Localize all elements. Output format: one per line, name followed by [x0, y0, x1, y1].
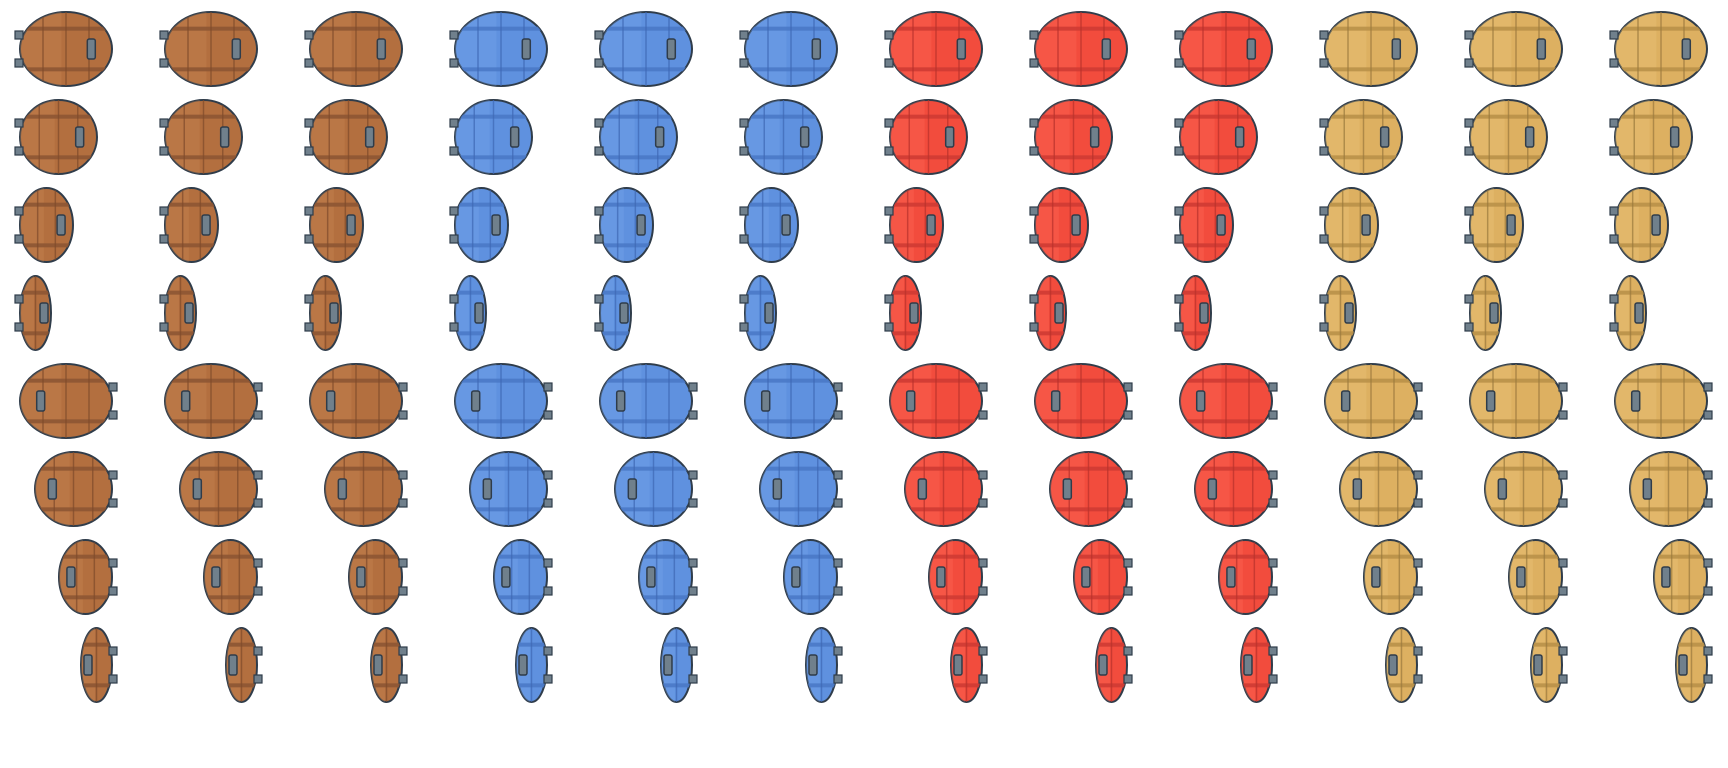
barrel-sprite: [449, 275, 487, 351]
barrel-sprite: [783, 539, 843, 615]
barrel-sprite: [1319, 11, 1418, 87]
barrel-sprite: [19, 363, 118, 439]
barrel-sprite: [203, 539, 263, 615]
barrel-sprite: [594, 275, 632, 351]
barrel-sprite: [14, 275, 52, 351]
barrel-sprite: [1675, 627, 1713, 703]
barrel-sprite: [1095, 627, 1133, 703]
barrel-sprite: [1179, 363, 1278, 439]
barrel-sprite: [1484, 451, 1568, 527]
barrel-sprite: [1319, 99, 1403, 175]
barrel-sprite: [1609, 187, 1669, 263]
barrel-sprite: [14, 11, 113, 87]
barrel-sprite: [454, 363, 553, 439]
barrel-sprite: [493, 539, 553, 615]
barrel-sprite: [1609, 99, 1693, 175]
barrel-sprite: [449, 99, 533, 175]
barrel-sprite: [950, 627, 988, 703]
barrel-sprite: [744, 363, 843, 439]
barrel-sprite: [739, 187, 799, 263]
barrel-sprite: [1049, 451, 1133, 527]
barrel-sprite: [309, 363, 408, 439]
barrel-sprite: [928, 539, 988, 615]
barrel-sprite: [225, 627, 263, 703]
barrel-sprite: [159, 275, 197, 351]
barrel-sprite: [370, 627, 408, 703]
barrel-sprite: [179, 451, 263, 527]
barrel-sprite: [614, 451, 698, 527]
barrel-sprite: [759, 451, 843, 527]
barrel-sprite: [1218, 539, 1278, 615]
barrel-sprite: [904, 451, 988, 527]
barrel-sprite: [884, 187, 944, 263]
barrel-sprite: [1629, 451, 1713, 527]
barrel-sprite: [889, 363, 988, 439]
barrel-sprite: [739, 275, 777, 351]
barrel-sprite: [638, 539, 698, 615]
barrel-sprite: [304, 187, 364, 263]
barrel-sprite: [1174, 187, 1234, 263]
barrel-sprite: [660, 627, 698, 703]
barrel-sprite: [1029, 99, 1113, 175]
barrel-sprite: [34, 451, 118, 527]
barrel-sprite: [739, 99, 823, 175]
barrel-sprite: [1073, 539, 1133, 615]
barrel-sprite: [1464, 275, 1502, 351]
barrel-sprite: [1614, 363, 1713, 439]
barrel-sprite: [1385, 627, 1423, 703]
barrel-sprite: [449, 11, 548, 87]
barrel-sprite: [884, 11, 983, 87]
barrel-sprite: [594, 11, 693, 87]
barrel-sprite: [1319, 187, 1379, 263]
barrel-sprite: [1240, 627, 1278, 703]
barrel-sprite: [1174, 275, 1212, 351]
barrel-sprite: [1508, 539, 1568, 615]
barrel-sprite: [1339, 451, 1423, 527]
barrel-sprite: [1464, 187, 1524, 263]
barrel-sprite: [304, 275, 342, 351]
barrel-sprite: [58, 539, 118, 615]
barrel-sprite: [164, 363, 263, 439]
barrel-sprite: [1174, 11, 1273, 87]
barrel-sprite: [594, 99, 678, 175]
barrel-sprite: [159, 11, 258, 87]
barrel-sprite: [304, 11, 403, 87]
barrel-sprite: [1174, 99, 1258, 175]
barrel-sprite: [348, 539, 408, 615]
barrel-sprite: [1319, 275, 1357, 351]
barrel-sprite: [739, 11, 838, 87]
barrel-sprite: [884, 275, 922, 351]
barrel-sprite: [324, 451, 408, 527]
barrel-sprite: [1324, 363, 1423, 439]
barrel-sprite: [515, 627, 553, 703]
barrel-sprite: [805, 627, 843, 703]
barrel-sprite: [14, 99, 98, 175]
barrel-sprite: [1029, 275, 1067, 351]
barrel-sprite: [1653, 539, 1713, 615]
barrel-sprite: [1469, 363, 1568, 439]
barrel-sprite: [449, 187, 509, 263]
barrel-sprite: [1464, 11, 1563, 87]
barrel-sprite: [1609, 11, 1708, 87]
barrel-sprite: [884, 99, 968, 175]
barrel-sprite: [1530, 627, 1568, 703]
barrel-sprite: [1464, 99, 1548, 175]
barrel-sprite: [1609, 275, 1647, 351]
barrel-sprite: [80, 627, 118, 703]
barrel-sprite: [159, 187, 219, 263]
barrel-sprite: [1194, 451, 1278, 527]
barrel-sprite: [1029, 187, 1089, 263]
barrel-sprite: [594, 187, 654, 263]
barrel-sprite: [1034, 363, 1133, 439]
barrel-sprite: [14, 187, 74, 263]
barrel-sprite: [1363, 539, 1423, 615]
barrel-sprite: [469, 451, 553, 527]
barrel-sprite: [159, 99, 243, 175]
barrel-sprite: [599, 363, 698, 439]
barrel-sprite: [304, 99, 388, 175]
barrel-sprite: [1029, 11, 1128, 87]
